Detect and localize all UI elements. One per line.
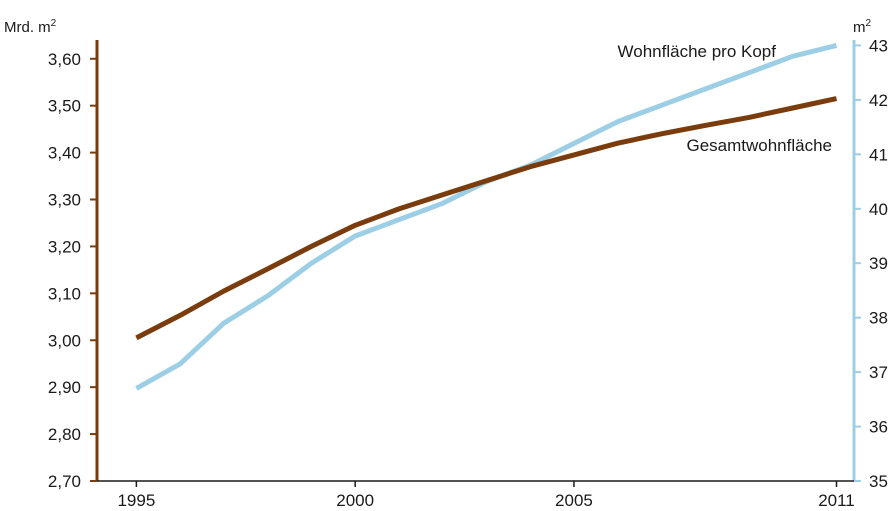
right-tick-label: 37	[869, 363, 888, 382]
left-tick-label: 2,80	[48, 425, 81, 444]
left-tick-label: 3,20	[48, 237, 81, 256]
right-tick-label: 40	[869, 200, 888, 219]
series-label-wohnflaeche-pro-kopf: Wohnfläche pro Kopf	[618, 42, 777, 61]
right-unit-label: m2	[853, 18, 872, 36]
series-lines	[135, 42, 838, 391]
x-tick-label: 2011	[818, 491, 855, 510]
right-tick-label: 36	[869, 418, 888, 437]
right-tick-label: 42	[869, 91, 888, 110]
left-unit-label: Mrd. m2	[4, 18, 57, 36]
series-line-wohnflaeche-pro-kopf	[135, 42, 838, 391]
left-tick-label: 2,70	[48, 472, 81, 491]
right-tick-label: 41	[869, 145, 888, 164]
x-tick-label: 1995	[117, 491, 155, 510]
left-tick-label: 3,10	[48, 284, 81, 303]
series-label-gesamtwohnflaeche: Gesamtwohnfläche	[686, 136, 832, 155]
left-tick-label: 3,00	[48, 331, 81, 350]
left-tick-label: 2,90	[48, 378, 81, 397]
x-tick-label: 2000	[336, 491, 374, 510]
left-tick-label: 3,60	[48, 50, 81, 69]
right-tick-label: 38	[869, 309, 888, 328]
x-tick-label: 2005	[555, 491, 593, 510]
series-line-gesamtwohnflaeche	[135, 96, 838, 341]
right-tick-label: 43	[869, 36, 888, 55]
right-tick-label: 35	[869, 472, 888, 491]
right-y-axis: 35 36 37 38 39 40 41 42 43	[852, 36, 888, 491]
left-tick-label: 3,40	[48, 144, 81, 163]
left-tick-label: 3,50	[48, 97, 81, 116]
left-y-axis: 2,70 2,80 2,90 3,00 3,10 3,20 3,30 3,40 3,50 3,60	[48, 40, 99, 491]
right-tick-label: 39	[869, 254, 888, 273]
left-tick-label: 3,30	[48, 191, 81, 210]
x-axis: 1995 2000 2005 2011	[97, 480, 855, 510]
